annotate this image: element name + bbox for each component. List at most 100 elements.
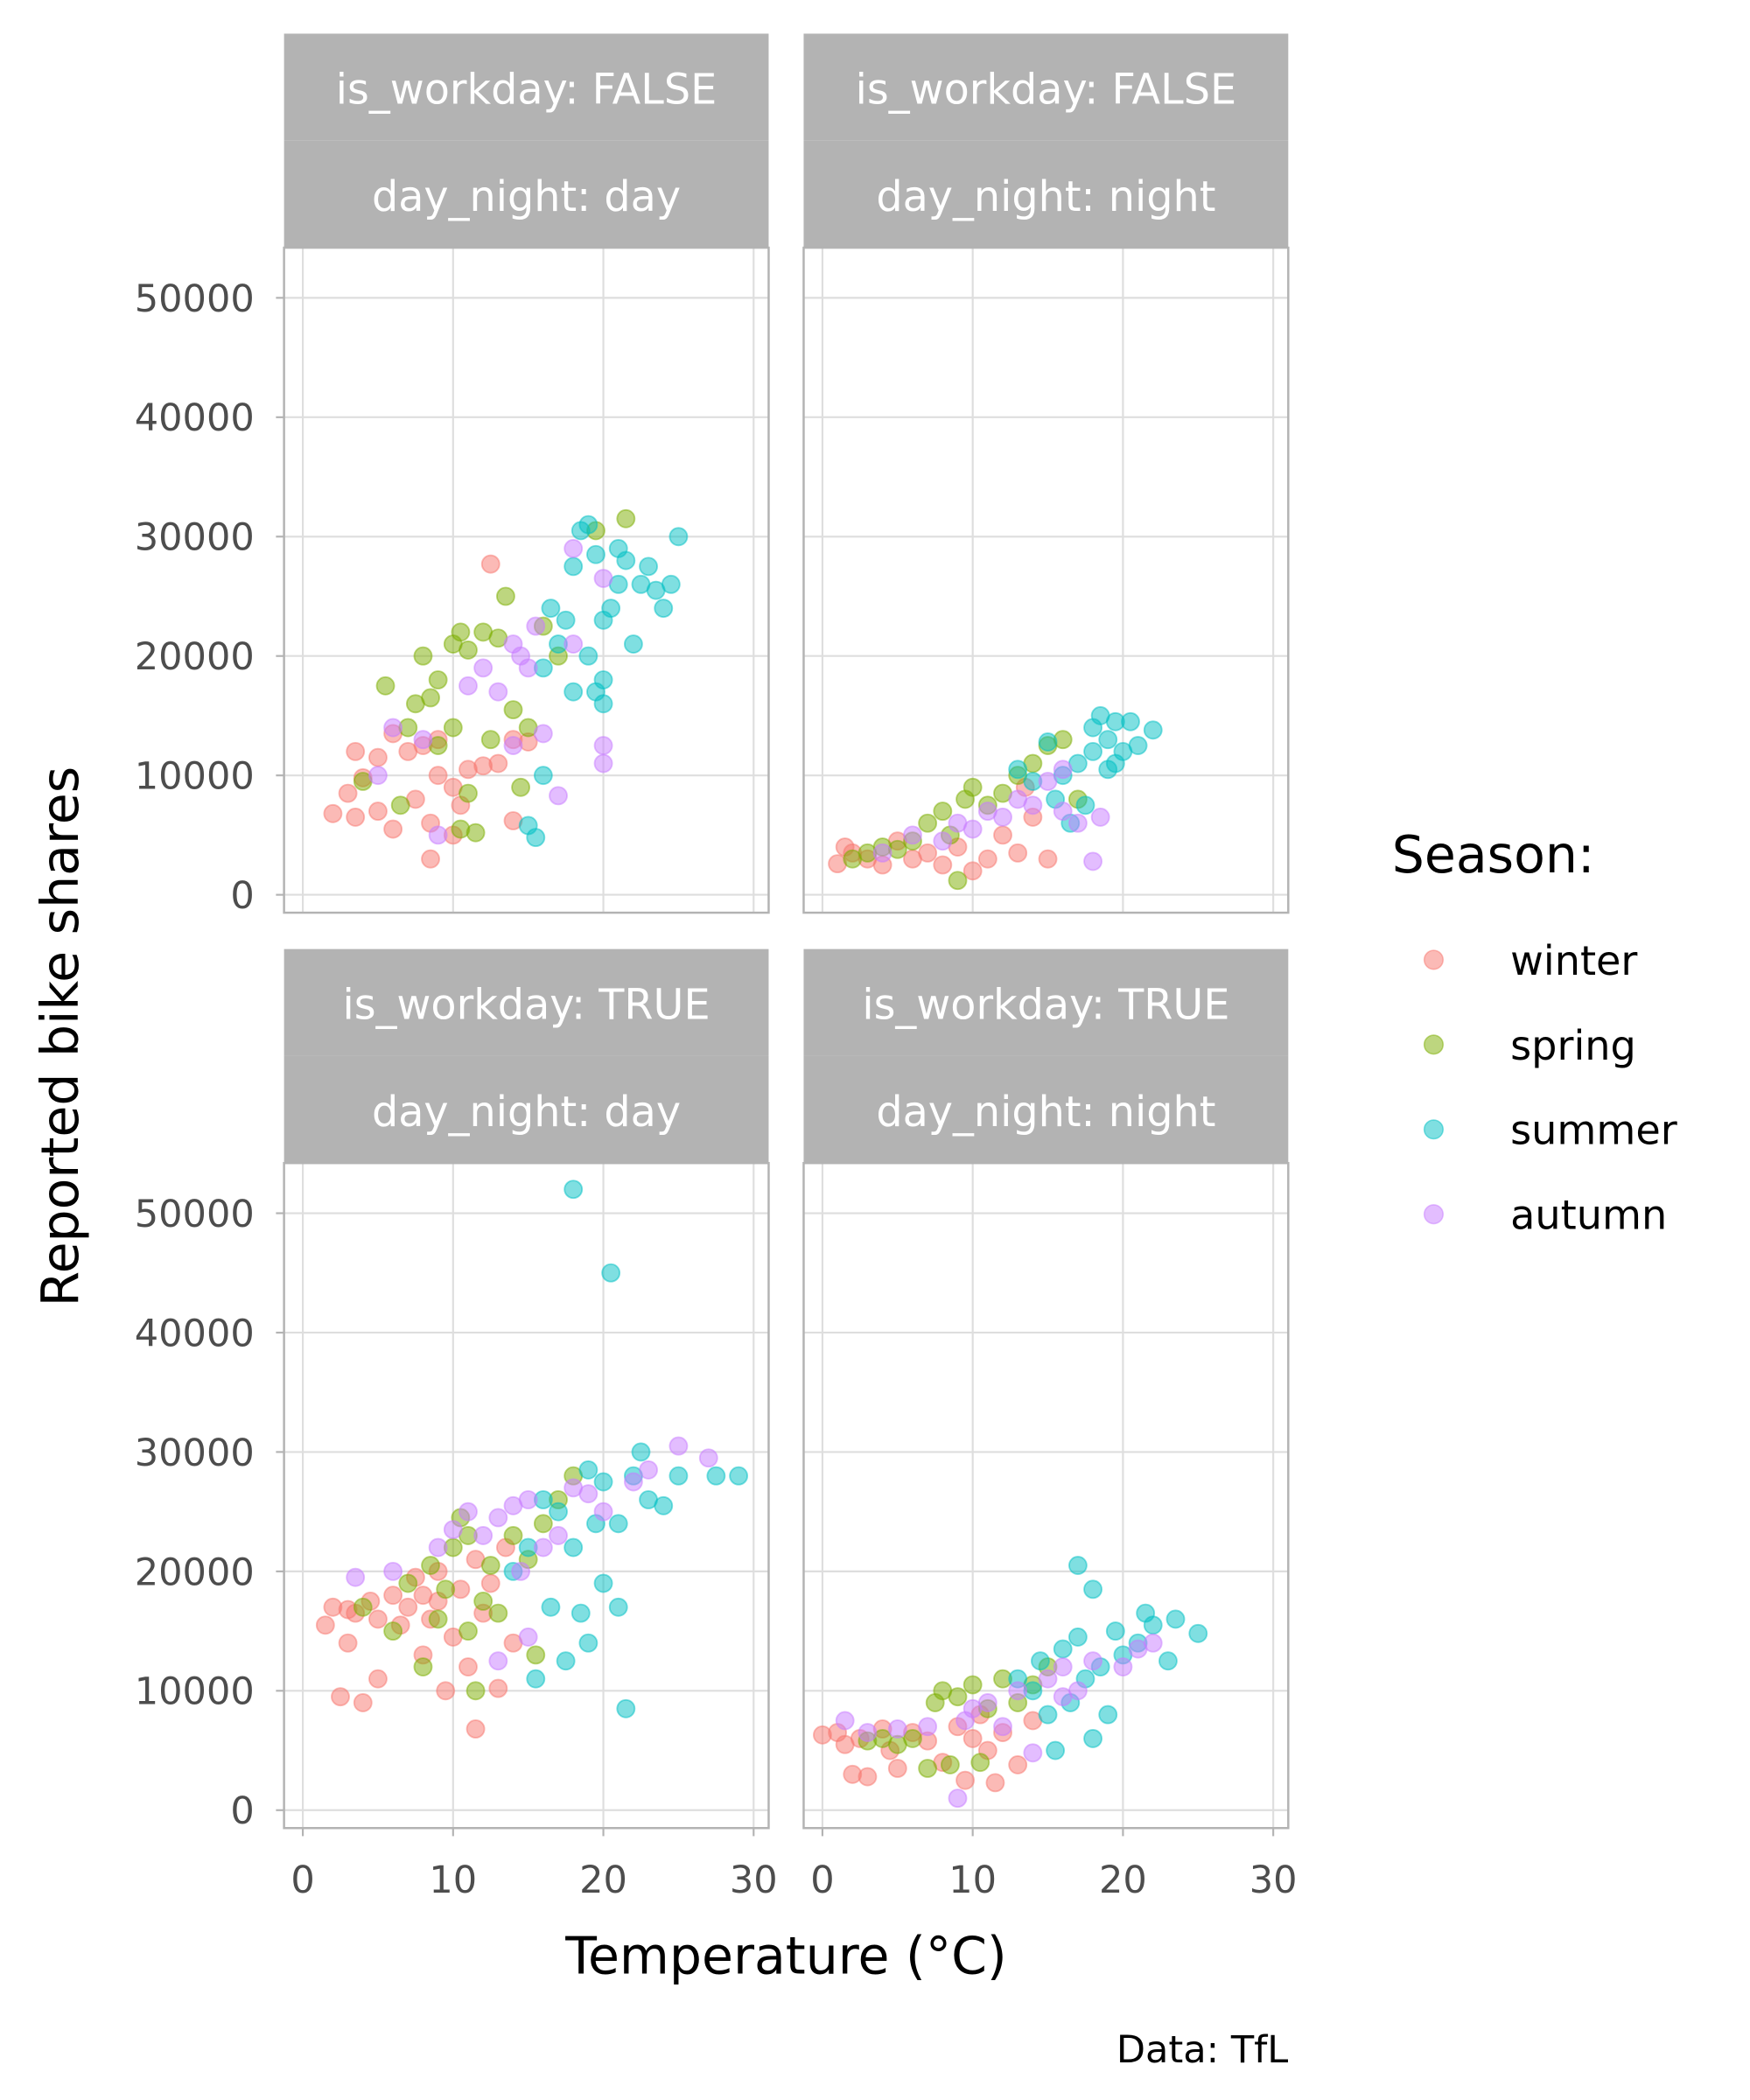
point-autumn	[948, 1788, 968, 1809]
point-winter	[480, 1573, 500, 1593]
point-autumn	[858, 1723, 878, 1742]
point-autumn	[473, 658, 494, 678]
point-winter	[421, 849, 440, 869]
point-summer	[1068, 1627, 1088, 1647]
point-summer	[526, 828, 546, 848]
point-autumn	[533, 1537, 553, 1558]
panel-2: is_workday: FALSE day_night: night	[802, 33, 1290, 914]
point-summer	[1083, 1728, 1102, 1748]
point-autumn	[993, 807, 1012, 827]
point-summer	[1158, 1651, 1178, 1671]
point-summer	[1128, 736, 1148, 755]
strip-label-bottom: day_night: day	[372, 173, 681, 221]
point-spring	[962, 777, 983, 797]
point-winter	[956, 1770, 975, 1790]
point-autumn	[1038, 1669, 1058, 1689]
strip-label-top: is_workday: FALSE	[336, 66, 717, 114]
point-summer	[564, 1180, 584, 1200]
point-autumn	[511, 1561, 531, 1581]
point-winter	[933, 855, 953, 875]
point-spring	[503, 1526, 523, 1545]
point-winter	[346, 741, 366, 761]
point-summer	[1031, 1651, 1050, 1671]
point-autumn	[1083, 851, 1102, 872]
point-autumn	[533, 724, 553, 744]
legend-label-autumn: autumn	[1510, 1192, 1667, 1239]
point-spring	[970, 1753, 990, 1773]
point-spring	[390, 795, 410, 816]
point-autumn	[1023, 795, 1043, 816]
point-spring	[375, 676, 396, 696]
point-winter	[331, 1687, 350, 1707]
point-autumn	[1090, 807, 1110, 827]
point-spring	[496, 586, 515, 606]
point-autumn	[413, 730, 433, 750]
point-autumn	[518, 1627, 538, 1647]
point-autumn	[549, 786, 568, 806]
point-spring	[353, 1597, 373, 1617]
point-spring	[413, 646, 433, 666]
point-summer	[1008, 760, 1028, 780]
x-tick-label: 20	[1099, 1858, 1147, 1902]
point-winter	[368, 1609, 388, 1629]
point-winter	[918, 843, 938, 863]
point-summer	[578, 1460, 598, 1480]
point-autumn	[918, 1717, 938, 1737]
point-autumn	[1083, 1651, 1102, 1671]
strip-top	[284, 948, 769, 1056]
point-spring	[413, 1657, 433, 1676]
point-autumn	[593, 736, 613, 755]
y-tick-label: 0	[230, 1789, 254, 1833]
point-autumn	[578, 1484, 598, 1504]
x-axis-title: Temperature (°C)	[564, 1926, 1006, 1985]
point-autumn	[428, 825, 448, 845]
point-winter	[353, 1693, 373, 1712]
point-autumn	[488, 1508, 508, 1528]
point-spring	[940, 1754, 960, 1774]
point-autumn	[623, 1472, 643, 1492]
point-spring	[903, 1728, 922, 1748]
point-spring	[458, 640, 478, 660]
point-summer	[564, 1537, 584, 1558]
point-autumn	[1008, 1681, 1028, 1701]
point-autumn	[488, 1651, 508, 1671]
panel-border	[802, 246, 1290, 914]
y-tick-label: 50000	[135, 1193, 255, 1236]
point-autumn	[458, 676, 478, 696]
point-winter	[398, 1597, 418, 1617]
point-winter	[383, 819, 403, 839]
point-summer	[1105, 753, 1125, 774]
point-autumn	[518, 1490, 538, 1509]
point-spring	[918, 1759, 938, 1778]
point-spring	[451, 622, 471, 642]
point-spring	[488, 1603, 508, 1623]
point-summer	[654, 1495, 674, 1516]
point-autumn	[1053, 760, 1073, 780]
point-autumn	[443, 1520, 463, 1540]
point-summer	[661, 574, 681, 594]
point-autumn	[977, 1693, 998, 1712]
strip-label-top: is_workday: TRUE	[342, 982, 710, 1030]
x-tick-label: 0	[810, 1858, 834, 1902]
point-spring	[918, 813, 938, 833]
point-autumn	[1143, 1633, 1163, 1653]
legend-label-spring: spring	[1510, 1022, 1636, 1069]
point-autumn	[549, 1526, 568, 1545]
point-autumn	[564, 634, 584, 654]
point-summer	[549, 1502, 568, 1522]
point-spring	[458, 783, 478, 803]
point-spring	[428, 670, 448, 690]
point-winter	[488, 1678, 508, 1698]
point-summer	[1075, 795, 1096, 816]
strip-label-top: is_workday: TRUE	[862, 982, 1229, 1030]
point-summer	[729, 1466, 749, 1486]
point-spring	[480, 1556, 500, 1575]
point-winter	[315, 1615, 335, 1635]
point-winter	[1008, 843, 1028, 863]
y-tick-label: 40000	[135, 396, 255, 440]
strip-label-bottom: day_night: night	[876, 173, 1215, 221]
point-summer	[578, 646, 598, 666]
point-autumn	[1053, 1687, 1073, 1707]
strip-label-bottom: day_night: day	[372, 1088, 681, 1137]
